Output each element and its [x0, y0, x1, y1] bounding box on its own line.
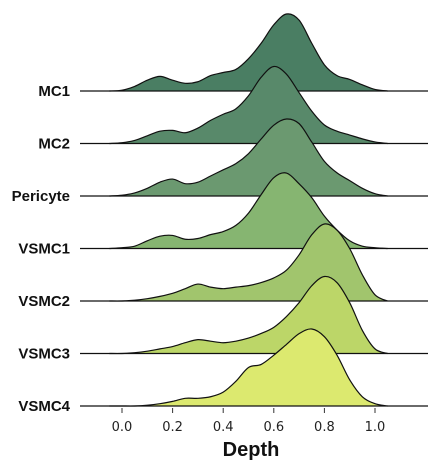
y-label-vsmc4: VSMC4: [18, 398, 70, 415]
ridge-outline-vsmc3: [109, 275, 388, 355]
ridge-fill-mc1: [109, 13, 388, 92]
ridge-outline-vsmc2: [109, 223, 388, 302]
y-label-vsmc3: VSMC3: [18, 346, 70, 363]
ridge-outline-pericyte: [109, 118, 388, 197]
ridge-mc2: [80, 65, 428, 145]
ridge-vsmc4: [80, 328, 428, 407]
y-labels-group: MC1 MC2 Pericyte VSMC1 VSMC2 VSMC3 VSMC4: [12, 83, 71, 415]
ridge-pericyte: [80, 118, 428, 197]
x-tick-label: 0.8: [314, 420, 335, 435]
ridge-outline-mc2: [109, 65, 388, 145]
x-axis-label: Depth: [223, 439, 280, 461]
ridge-fill-pericyte: [109, 118, 388, 196]
y-label-vsmc2: VSMC2: [18, 293, 70, 310]
ridge-fill-mc2: [109, 66, 388, 144]
x-tick-label: 0.0: [112, 420, 133, 435]
y-label-mc1: MC1: [38, 83, 70, 100]
ridge-outline-vsmc4: [109, 328, 388, 407]
y-label-pericyte: Pericyte: [12, 188, 70, 205]
x-axis: 0.0 0.2 0.4 0.6 0.8 1.0: [112, 408, 386, 435]
x-tick-label: 0.6: [263, 420, 284, 435]
ridge-fill-vsmc4: [109, 328, 388, 407]
x-tick-label: 1.0: [365, 420, 386, 435]
ridges-group: [80, 13, 428, 407]
x-tick-label: 0.2: [162, 420, 183, 435]
ridge-mc1: [80, 13, 428, 92]
y-label-mc2: MC2: [38, 136, 70, 153]
ridge-outline-mc1: [109, 13, 388, 92]
y-label-vsmc1: VSMC1: [18, 241, 70, 258]
x-tick-label: 0.4: [213, 420, 234, 435]
